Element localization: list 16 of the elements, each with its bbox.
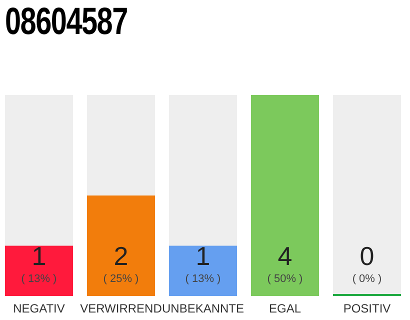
x-tick-label: POSITIV	[343, 302, 391, 316]
annotation: ( 50% )	[267, 273, 303, 285]
data-label: 1	[196, 241, 210, 271]
chart-title: 08604587	[5, 0, 128, 44]
x-tick-label: EGAL	[268, 302, 302, 316]
annotation: ( 0% )	[352, 273, 382, 285]
data-label: 1	[32, 241, 46, 271]
data-label: 0	[360, 241, 374, 271]
annotation: ( 25% )	[103, 273, 139, 285]
annotation: ( 13% )	[185, 273, 221, 285]
annotation: ( 13% )	[21, 273, 57, 285]
data-label: 2	[114, 241, 128, 271]
x-tick-label: NEGATIV	[13, 302, 65, 316]
data-label: 4	[278, 241, 292, 271]
x-tick-label: VERWIRREND	[80, 302, 162, 316]
x-tick-label: UNBEKANNTE	[162, 302, 244, 316]
